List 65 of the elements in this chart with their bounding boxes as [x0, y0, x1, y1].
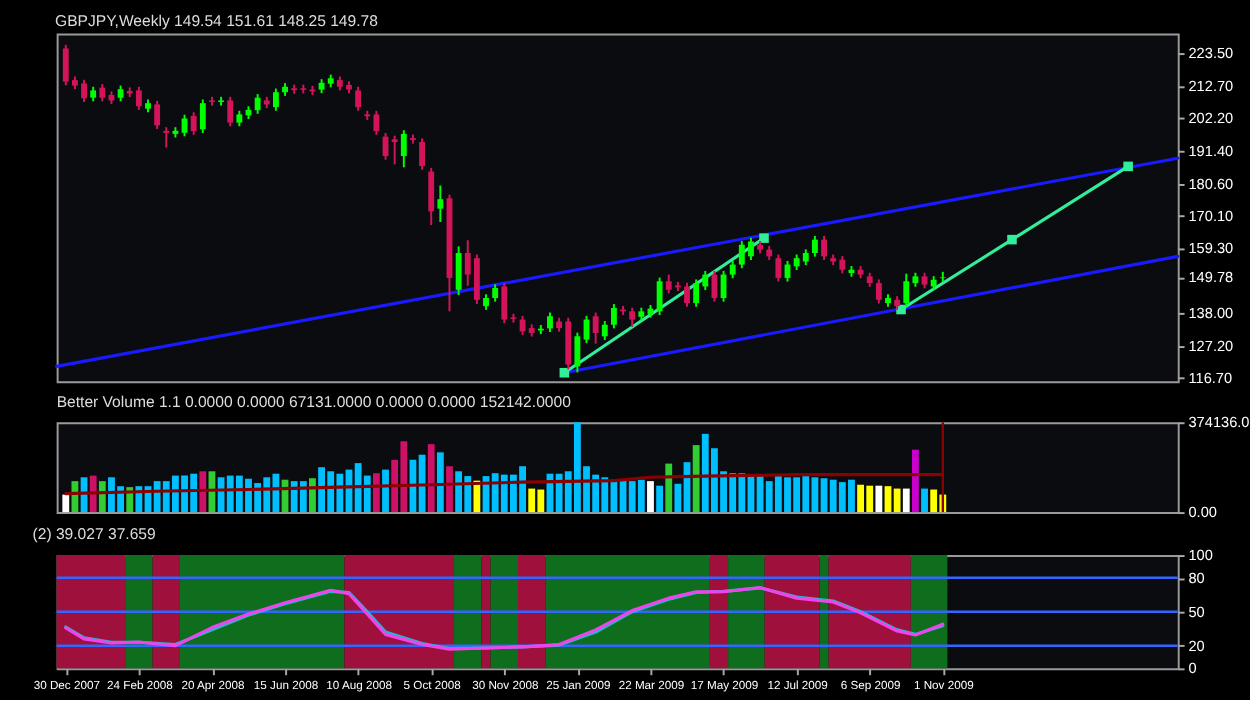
bar: [902, 488, 910, 513]
bar: [372, 473, 380, 513]
candlestick: [190, 111, 197, 136]
candlestick: [775, 253, 782, 283]
candlestick: [875, 278, 882, 305]
candlestick: [592, 311, 599, 345]
bar: [446, 466, 453, 513]
candlestick: [473, 253, 480, 306]
candlestick: [903, 272, 910, 308]
bar: [382, 469, 389, 513]
candlestick: [611, 303, 617, 330]
bar: [89, 475, 97, 513]
candlestick: [821, 235, 827, 261]
candlestick: [135, 85, 142, 111]
bar: [930, 489, 938, 513]
bar: [665, 463, 673, 513]
candlestick: [227, 95, 234, 128]
bar: [309, 478, 316, 513]
candlestick: [437, 184, 444, 223]
candlestick: [272, 87, 279, 112]
bar: [98, 481, 106, 513]
point: [1123, 161, 1133, 172]
candlestick: [601, 320, 608, 341]
candlestick: [711, 269, 718, 303]
candlestick: [400, 129, 407, 169]
bar: [893, 488, 901, 513]
bar: [427, 444, 435, 513]
candlestick: [355, 85, 362, 112]
bar: [656, 485, 664, 513]
point: [759, 233, 769, 243]
bar: [921, 488, 928, 513]
bar: [71, 481, 79, 513]
candlestick: [428, 166, 435, 227]
bar: [911, 449, 919, 513]
chart-title: Better Volume 1.1 0.0000 0.0000 67131.0000 0.0000 0.0000 152142.0000: [56, 392, 573, 411]
candlestick: [199, 98, 206, 134]
candlestick: [154, 99, 161, 130]
chart-title: (2) 39.027 37.659: [32, 525, 156, 544]
bar: [875, 485, 883, 513]
bar: [199, 471, 207, 513]
candlestick: [501, 281, 508, 325]
bar: [647, 481, 654, 513]
bar: [455, 471, 463, 513]
candlestick: [574, 331, 581, 374]
candlestick: [547, 311, 553, 333]
bar: [692, 445, 700, 513]
bar: [436, 452, 444, 513]
bar: [637, 479, 645, 513]
bar: [62, 494, 70, 513]
point: [559, 367, 570, 378]
candlestick: [629, 306, 636, 328]
candlestick: [455, 245, 462, 296]
candlestick: [163, 126, 170, 149]
candlestick: [391, 134, 398, 166]
chart-title: GBPJPY,Weekly 149.54 151.61 148.25 149.78: [55, 11, 378, 30]
bar: [857, 484, 865, 513]
candlestick: [656, 276, 663, 316]
candlestick: [419, 137, 425, 171]
bar: [473, 480, 481, 513]
bar: [528, 488, 536, 513]
point: [1007, 234, 1017, 245]
candlestick: [939, 270, 946, 284]
candlestick: [254, 93, 261, 115]
candlestick: [811, 235, 818, 258]
candlestick: [693, 278, 700, 308]
